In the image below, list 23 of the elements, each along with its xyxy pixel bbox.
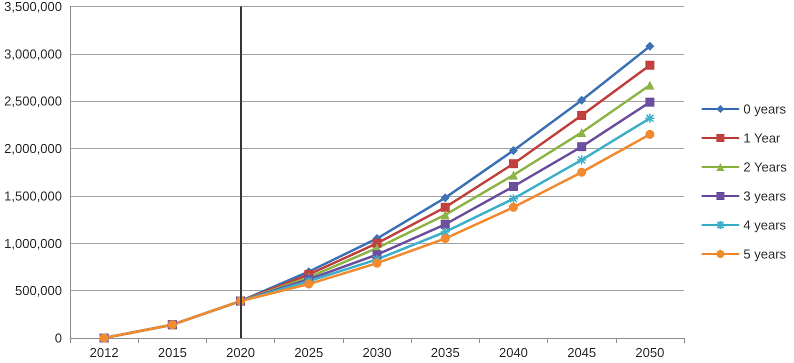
y-tick-label: 3,000,000 [4, 46, 62, 62]
legend-label: 5 years [743, 246, 787, 262]
y-tick-label: 1,000,000 [4, 236, 62, 251]
x-tick-label: 2040 [498, 345, 528, 360]
x-tick-label: 2015 [158, 345, 187, 360]
x-tick-label: 2025 [294, 345, 324, 360]
y-tick-label: 1,500,000 [4, 188, 62, 204]
y-tick-label: 3,500,000 [4, 0, 62, 14]
legend-label: 0 years [743, 102, 787, 116]
x-tick-label: 2012 [90, 345, 119, 360]
y-tick-label: 0 [54, 330, 62, 346]
legend-label: 4 years [743, 218, 787, 232]
x-tick-label: 2020 [226, 345, 256, 360]
x-tick-label: 2045 [567, 345, 596, 360]
y-tick-label: 500,000 [15, 283, 62, 298]
legend-label: 2 Years [743, 160, 788, 174]
x-tick-label: 2030 [362, 345, 392, 360]
x-tick-label: 2035 [430, 345, 460, 360]
legend-label: 1 Year [743, 130, 781, 146]
y-tick-label: 2,500,000 [4, 94, 62, 109]
x-tick-label: 2050 [635, 345, 664, 360]
y-tick-label: 2,000,000 [4, 141, 62, 156]
legend-label: 3 years [743, 188, 787, 204]
